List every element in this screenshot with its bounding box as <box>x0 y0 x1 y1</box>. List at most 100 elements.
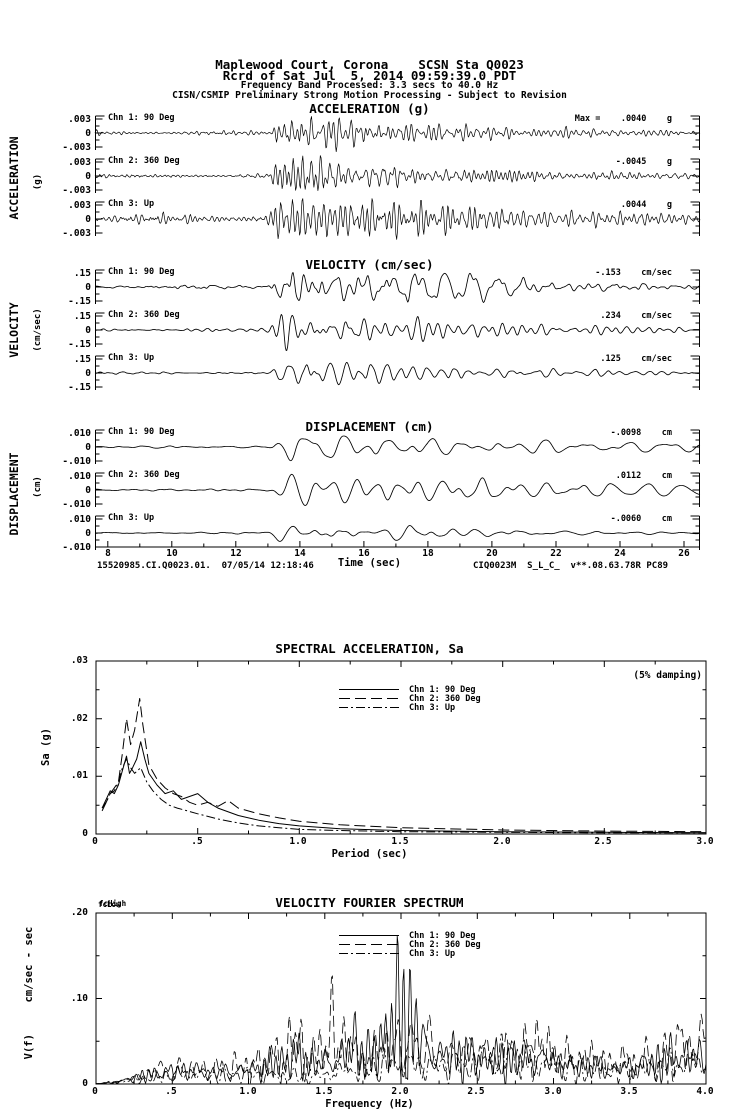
displacement-waveform-chn1 <box>94 435 701 462</box>
channel-label: Chn 2: 360 Deg <box>108 470 180 480</box>
trace-axis-bracket <box>95 115 105 150</box>
displacement-trace-2 <box>94 472 701 507</box>
peak-value-annotation: .234 cm/sec <box>600 311 672 321</box>
spectral_acceleration-y-tick-label: .01 <box>70 770 88 781</box>
spectral_acceleration-series-Chn 1: 90 Deg <box>101 741 707 834</box>
velocity_fourier_spectrum-x-tick-label: 3.5 <box>620 1086 638 1097</box>
time-tick-label: 16 <box>358 548 370 559</box>
trace-axis-bracket <box>690 472 700 507</box>
amplitude-tick-label: -.003 <box>62 185 91 196</box>
amplitude-tick-label: -.003 <box>62 142 91 153</box>
spectral_acceleration-y-tick-label: .03 <box>70 655 88 666</box>
frequency-band-note: Frequency Band Processed: 3.3 secs to 40… <box>240 80 499 91</box>
fc-low-marker-label: fcLow <box>98 900 121 909</box>
channel-label: Chn 1: 90 Deg <box>108 113 175 123</box>
sa-chart-title: SPECTRAL ACCELERATION, Sa <box>275 641 464 656</box>
spectral_acceleration-series-Chn 2: 360 Deg <box>101 698 707 833</box>
spectral_acceleration-x-tick-label: .5 <box>191 836 203 847</box>
peak-value-annotation: -.153 cm/sec <box>595 268 672 278</box>
time-axis <box>95 541 700 548</box>
velocity-trace-2 <box>95 312 701 351</box>
time-tick-label: 24 <box>614 548 626 559</box>
velocity_fourier_spectrum-legend-entry: Chn 2: 360 Deg <box>338 940 481 950</box>
channel-label: Chn 3: Up <box>108 353 155 363</box>
record-datetime: Rcrd of Sat Jul 5, 2014 09:59:39.0 PDT <box>222 68 517 83</box>
velocity-trace-3 <box>94 355 701 390</box>
velocity_fourier_spectrum-x-tick-label: .5 <box>165 1086 177 1097</box>
velocity-trace-1 <box>95 269 701 304</box>
time-tick-label: 26 <box>678 548 690 559</box>
spectral_acceleration-x-tick-label: 1.0 <box>289 836 307 847</box>
acceleration-waveform-chn3 <box>94 198 701 240</box>
amplitude-tick-label: -.003 <box>62 228 91 239</box>
displacement-waveform-chn2 <box>94 473 701 506</box>
amplitude-tick-label: -.010 <box>62 456 91 467</box>
velocity_fourier_spectrum-series-Chn 1: 90 Deg <box>96 935 707 1085</box>
amplitude-tick-label: -.15 <box>68 339 91 350</box>
trace-axis-bracket <box>95 472 105 507</box>
velocity_fourier_spectrum-legend-entry: Chn 1: 90 Deg <box>338 930 476 941</box>
spectral_acceleration-series-Chn 3: Up <box>101 758 706 834</box>
peak-value-annotation: .0044 g <box>620 200 672 210</box>
processing-id-footer: CIQ0023M S_L_C_ v**.08.63.78R PC89 <box>473 561 669 571</box>
displacement-trace-3 <box>94 515 701 550</box>
amplitude-tick-label: .15 <box>73 354 91 365</box>
velocity_fourier_spectrum-x-tick-label: 4.0 <box>696 1086 714 1097</box>
time-tick-label: 20 <box>486 548 498 559</box>
velocity-title: VELOCITY (cm/sec) <box>305 257 434 272</box>
velocity_fourier_spectrum-x-tick-label: 3.0 <box>544 1086 562 1097</box>
amplitude-tick-label: .003 <box>68 200 91 211</box>
amplitude-tick-label: -.010 <box>62 542 91 553</box>
peak-value-annotation: .0112 cm <box>615 471 672 481</box>
amplitude-tick-label: 0 <box>85 214 91 225</box>
displacement-axis-label: DISPLACEMENT <box>7 452 21 536</box>
amplitude-tick-label: .003 <box>68 114 91 125</box>
velocity_fourier_spectrum-series-Chn 2: 360 Deg <box>96 975 707 1085</box>
legend-label: Chn 3: Up <box>409 702 456 713</box>
spectral_acceleration-legend-entry: Chn 3: Up <box>338 702 456 713</box>
amplitude-tick-label: -.15 <box>68 296 91 307</box>
velocity_fourier_spectrum-y-tick-label: .10 <box>70 993 88 1004</box>
spectral_acceleration-legend-entry: Chn 1: 90 Deg <box>338 684 476 695</box>
velocity-waveform-chn2 <box>95 313 701 351</box>
acceleration-waveform-chn2 <box>94 155 700 191</box>
trace-axis-bracket <box>95 158 105 193</box>
time-tick-label: 8 <box>105 548 111 559</box>
spectral_acceleration-y-tick-label: .02 <box>70 713 88 724</box>
spectral_acceleration-x-tick-label: 2.0 <box>493 836 511 847</box>
legend-line-sample <box>339 688 399 691</box>
amplitude-tick-label: .15 <box>73 268 91 279</box>
amplitude-tick-label: 0 <box>85 528 91 539</box>
fourier-y-axis-label: V(f) cm/sec - sec <box>23 926 35 1060</box>
displacement-trace-1 <box>94 429 701 464</box>
amplitude-tick-label: .003 <box>68 157 91 168</box>
channel-label: Chn 3: Up <box>108 199 155 209</box>
legend-label: Chn 1: 90 Deg <box>409 684 476 695</box>
amplitude-tick-label: 0 <box>85 485 91 496</box>
fourier-x-axis-label: Frequency (Hz) <box>325 1098 414 1110</box>
amplitude-tick-label: -.010 <box>62 499 91 510</box>
channel-label: Chn 2: 360 Deg <box>108 310 180 320</box>
legend-line-sample <box>339 697 399 700</box>
channel-label: Chn 1: 90 Deg <box>108 267 175 277</box>
acceleration-trace-3 <box>94 198 701 240</box>
time-axis-title: Time (sec) <box>337 557 402 569</box>
legend-line-sample <box>339 934 399 937</box>
displacement-waveform-chn3 <box>94 525 701 542</box>
spectral_acceleration-x-tick-label: 0 <box>92 836 98 847</box>
time-tick-label: 12 <box>230 548 242 559</box>
peak-value-annotation: -.0098 cm <box>610 428 672 438</box>
time-tick-label: 10 <box>166 548 178 559</box>
amplitude-tick-label: 0 <box>85 171 91 182</box>
velocity_fourier_spectrum-y-tick-label: 0 <box>82 1078 88 1089</box>
time-axis-line <box>95 541 700 548</box>
trace-axis-bracket <box>95 269 105 304</box>
amplitude-tick-label: 0 <box>85 282 91 293</box>
velocity_fourier_spectrum-legend-entry: Chn 3: Up <box>338 949 455 959</box>
station-title: Maplewood Court, Corona SCSN Sta Q0023 <box>215 57 524 72</box>
trace-axis-bracket <box>95 355 105 390</box>
record-id-footer: 15520985.CI.Q0023.01. 07/05/14 12:18:46 <box>97 561 314 571</box>
spectral_acceleration-x-tick-label: 1.5 <box>391 836 409 847</box>
trace-axis-bracket <box>690 429 700 464</box>
legend-label: Chn 1: 90 Deg <box>409 930 476 941</box>
